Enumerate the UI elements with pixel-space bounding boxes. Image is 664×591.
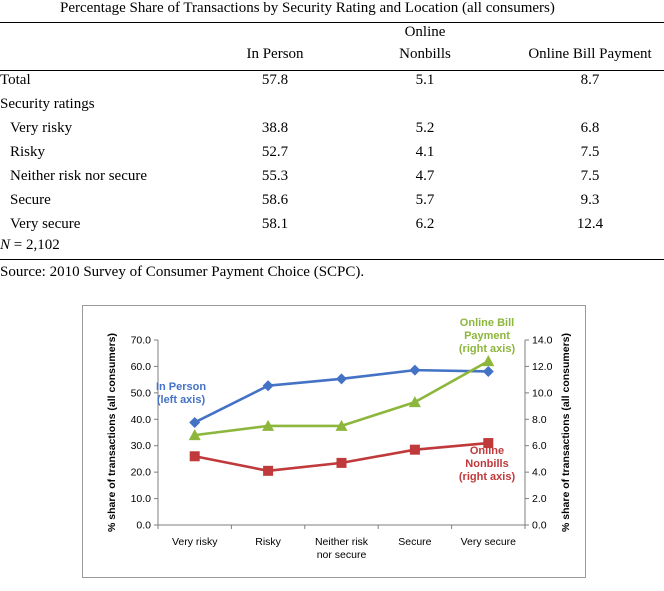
table-row: Secure 58.6 5.7 9.3	[0, 192, 664, 216]
row-label: Very risky	[10, 120, 73, 136]
right-tick-label: 10.0	[532, 387, 553, 399]
table-bottom-rule	[0, 259, 664, 260]
left-tick-label: 0.0	[136, 520, 151, 532]
cell-online-nonbills: 4.7	[415, 168, 435, 184]
table-row: Neither risk nor secure 55.3 4.7 7.5	[0, 168, 664, 192]
cell-online-bill: 7.5	[580, 144, 600, 160]
n-symbol: N	[0, 237, 11, 253]
cell-in-person: 58.1	[261, 216, 289, 232]
right-tick-label: 0.0	[532, 520, 547, 532]
cell-online-nonbills: 5.7	[415, 192, 435, 208]
row-label: Secure	[10, 192, 51, 208]
data-point-square	[409, 444, 420, 455]
table-row-total: Total 57.8 5.1 8.7	[0, 72, 664, 96]
data-point-triangle	[335, 419, 348, 431]
sample-size: N = 2,102	[0, 237, 60, 254]
chart-svg: 0.0 10.0 20.0 30.0 40.0 50.0 60.0 70.0 0.0 2.0 4.0…	[106, 317, 572, 561]
header-online-nonbills-top: Online	[404, 24, 446, 40]
table-top-rule	[0, 22, 664, 23]
data-point-diamond	[482, 365, 494, 377]
series-annotation: In Person (left axis)	[156, 381, 206, 406]
data-point-triangle	[482, 355, 495, 367]
series-annotation: Online Bill Payment (right axis)	[459, 317, 516, 355]
cell-online-nonbills: 5.2	[415, 120, 435, 136]
source-note: Source: 2010 Survey of Consumer Payment …	[0, 264, 365, 280]
n-value: = 2,102	[10, 237, 60, 253]
cell-in-person: 58.6	[261, 192, 289, 208]
x-tick-label: Very secure	[461, 536, 517, 548]
x-tick-label: Very risky	[172, 536, 218, 548]
cell-online-bill: 6.8	[580, 120, 600, 136]
data-point-diamond	[336, 373, 347, 385]
cell-in-person: 52.7	[261, 144, 289, 160]
header-in-person: In Person	[246, 46, 304, 62]
cell-online-nonbills: 6.2	[415, 216, 435, 232]
data-point-triangle	[262, 419, 275, 431]
right-tick-label: 12.0	[532, 361, 553, 373]
data-point-triangle	[188, 429, 201, 441]
table-title: Percentage Share of Transactions by Secu…	[60, 0, 555, 16]
x-tick-label: Risky	[255, 536, 281, 548]
left-tick-label: 50.0	[131, 387, 152, 399]
right-tick-label: 4.0	[532, 467, 547, 479]
x-tick-label: Neither risk nor secure	[315, 536, 369, 561]
left-tick-label: 20.0	[131, 467, 152, 479]
header-online-bill-payment: Online Bill Payment	[528, 46, 652, 62]
left-tick-label: 60.0	[131, 361, 152, 373]
row-label: Very secure	[10, 216, 81, 232]
right-tick-label: 6.0	[532, 440, 547, 452]
data-point-square	[483, 438, 494, 449]
row-label: Neither risk nor secure	[10, 168, 148, 184]
section-label: Security ratings	[0, 96, 95, 112]
data-point-diamond	[262, 380, 274, 392]
line-chart: 0.0 10.0 20.0 30.0 40.0 50.0 60.0 70.0 0.0 2.0 4.0…	[82, 305, 586, 578]
cell-online-bill: 12.4	[576, 216, 604, 232]
left-tick-label: 10.0	[131, 493, 152, 505]
left-tick-label: 70.0	[131, 335, 152, 347]
cell-online-nonbills: 4.1	[415, 144, 435, 160]
series-annotation: Online Nonbills (right axis)	[459, 445, 516, 483]
cell-online-bill: 8.7	[580, 72, 600, 88]
left-tick-label: 30.0	[131, 440, 152, 452]
cell-online-bill: 9.3	[580, 192, 600, 208]
data-point-square	[336, 457, 347, 468]
left-axis-title: % share of transactions (all consumers)	[106, 333, 118, 532]
data-point-diamond	[409, 364, 421, 376]
table-header-rule	[0, 70, 664, 71]
right-tick-label: 14.0	[532, 335, 553, 347]
header-online-nonbills-bottom: Nonbills	[399, 46, 451, 62]
data-point-diamond	[189, 416, 201, 428]
section-label-row: Security ratings	[0, 96, 664, 120]
left-tick-label: 40.0	[131, 414, 152, 426]
right-tick-label: 8.0	[532, 414, 547, 426]
cell-in-person: 55.3	[261, 168, 289, 184]
row-label: Total	[0, 72, 31, 88]
x-tick-label: Secure	[398, 536, 431, 548]
cell-in-person: 57.8	[261, 72, 289, 88]
table-row: Risky 52.7 4.1 7.5	[0, 144, 664, 168]
row-label: Risky	[10, 144, 46, 160]
data-point-triangle	[408, 396, 421, 408]
data-point-square	[189, 451, 200, 462]
right-axis-title: % share of transactions (all consumers)	[560, 333, 572, 532]
cell-in-person: 38.8	[261, 120, 289, 136]
right-tick-label: 2.0	[532, 493, 547, 505]
data-point-square	[263, 465, 274, 476]
cell-online-bill: 7.5	[580, 168, 600, 184]
table-row: Very secure 58.1 6.2 12.4	[0, 216, 664, 240]
cell-online-nonbills: 5.1	[415, 72, 435, 88]
table-row: Very risky 38.8 5.2 6.8	[0, 120, 664, 144]
